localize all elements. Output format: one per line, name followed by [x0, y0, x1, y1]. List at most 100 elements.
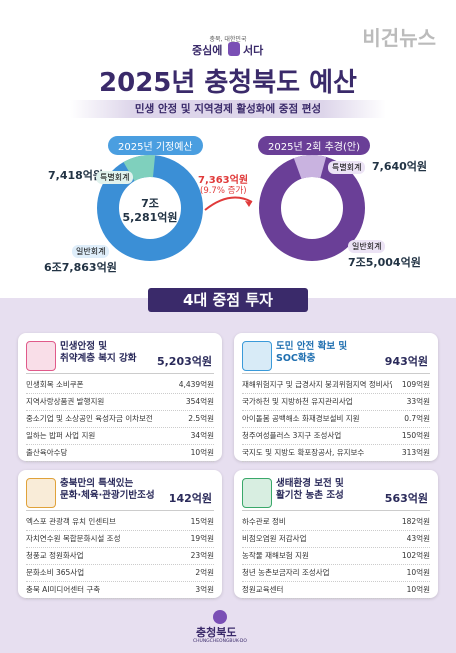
current-label: 2025년 기정예산: [108, 136, 203, 155]
item-amount: 43억원: [406, 534, 430, 543]
logo-small: 충북, 대한민국: [209, 36, 247, 43]
item-name: 청년 농촌보금자리 조성사업: [242, 568, 330, 577]
arrow: [204, 196, 253, 211]
item-amount: 2.5억원: [188, 414, 214, 423]
item-row: 지역사랑상품권 발행지원 354억원: [26, 394, 214, 411]
item-name: 국가하천 및 지방하천 유지관리사업: [242, 397, 353, 406]
box-header: 민생안정 및 취약계층 복지 강화 5,203억원: [26, 339, 214, 374]
item-amount: 0.7억원: [404, 414, 430, 423]
current-special-name: 특별회계: [96, 171, 134, 184]
box-icon: [26, 341, 56, 371]
item-amount: 4,439억원: [178, 380, 214, 389]
item-amount: 33억원: [406, 397, 430, 406]
current-general-amount: 6조7,863억원: [44, 261, 117, 274]
revised-special-amount: 7,640억원: [372, 160, 428, 173]
item-name: 정원교육센터: [242, 585, 284, 594]
item-name: 지역사랑상품권 발행지원: [26, 397, 105, 406]
item-name: 자치연수원 복합문화시설 조성: [26, 534, 121, 543]
revised-general-amount: 7조5,004억원: [348, 256, 421, 269]
box-amount: 5,203억원: [156, 355, 212, 368]
box-header: 충북만의 특색있는 문화·체육·관광기반조성 142억원: [26, 476, 214, 511]
revised-label: 2025년 2회 추경(안): [258, 136, 370, 155]
item-name: 청주여성플러스 3지구 조성사업: [242, 431, 342, 440]
item-row: 농작물 재해보험 지원 102억원: [242, 548, 430, 565]
item-amount: 19억원: [190, 534, 214, 543]
logo-mark: [228, 42, 240, 56]
box-icon: [242, 341, 272, 371]
current-total-1: 7조: [141, 197, 159, 210]
item-name: 일하는 밥퍼 사업 지원: [26, 431, 96, 440]
item-name: 충북 AI미디어센터 구축: [26, 585, 101, 594]
box-title: 충북만의 특색있는 문화·체육·관광기반조성: [60, 478, 155, 501]
footer-mark: [213, 610, 227, 624]
item-amount: 150억원: [401, 431, 430, 440]
item-amount: 15억원: [190, 517, 214, 526]
increase-rate: (9.7% 증가): [200, 186, 247, 196]
item-row: 일하는 밥퍼 사업 지원 34억원: [26, 428, 214, 445]
box-title: 민생안정 및 취약계층 복지 강화: [60, 341, 137, 364]
item-name: 국지도 및 지방도 확포장공사, 유지보수: [242, 448, 365, 457]
investment-box: 충북만의 특색있는 문화·체육·관광기반조성 142억원 엑스포 관광객 유치 인센…: [18, 470, 222, 599]
box-amount: 563억원: [384, 492, 428, 505]
item-amount: 109억원: [401, 380, 430, 389]
current-general-name: 일반회계: [72, 245, 110, 258]
revised-special-name: 특별회계: [328, 161, 366, 174]
item-row: 문화소비 365사업 2억원: [26, 565, 214, 582]
item-row: 민생회복 소비쿠폰 4,439억원: [26, 377, 214, 394]
title: 2025년 충청북도 예산: [99, 68, 357, 98]
watermark: 비건뉴스: [362, 26, 436, 50]
item-amount: 10억원: [190, 448, 214, 457]
item-list: 엑스포 관광객 유치 인센티브 15억원 자치연수원 복합문화시설 조성 19억원 청풍…: [26, 514, 214, 599]
current-total-2: 5,281억원: [122, 211, 178, 224]
revised-general-name: 일반회계: [348, 240, 386, 253]
box-icon: [242, 478, 272, 508]
item-amount: 354억원: [185, 397, 214, 406]
box-amount: 943억원: [384, 355, 428, 368]
revised-total-1: 8조: [303, 197, 321, 210]
box-header: 도민 안전 확보 및 SOC확충 943억원: [242, 339, 430, 374]
logo-right: 서다: [243, 44, 264, 57]
item-amount: 102억원: [401, 551, 430, 560]
subtitle: 민생 안정 및 지역경제 활성화에 중점 편성: [70, 100, 386, 118]
item-amount: 10억원: [406, 585, 430, 594]
box-header: 생태환경 보전 및 활기찬 농촌 조성 563억원: [242, 476, 430, 511]
item-row: 자치연수원 복합문화시설 조성 19억원: [26, 531, 214, 548]
item-row: 출산육아수당 10억원: [26, 445, 214, 462]
item-name: 하수관로 정비: [242, 517, 286, 526]
box-icon: [26, 478, 56, 508]
item-amount: 10억원: [406, 568, 430, 577]
item-row: 청년 농촌보금자리 조성사업 10억원: [242, 565, 430, 582]
revised-total-2: 2,644억원: [284, 211, 340, 224]
item-row: 국지도 및 지방도 확포장공사, 유지보수 313억원: [242, 445, 430, 462]
footer-name: 충청북도: [196, 626, 237, 639]
item-row: 하수관로 정비 182억원: [242, 514, 430, 531]
item-name: 청풍교 정원화사업: [26, 551, 84, 560]
current-special-amount: 7,418억원: [48, 169, 104, 182]
item-amount: 23억원: [190, 551, 214, 560]
item-row: 재해위험지구 및 급경사지 붕괴위험지역 정비사업 109억원: [242, 377, 430, 394]
item-amount: 313억원: [401, 448, 430, 457]
item-name: 농작물 재해보험 지원: [242, 551, 309, 560]
item-amount: 34억원: [190, 431, 214, 440]
item-name: 문화소비 365사업: [26, 568, 85, 577]
item-name: 중소기업 및 소상공인 육성자금 이차보전: [26, 414, 153, 423]
item-name: 민생회복 소비쿠폰: [26, 380, 84, 389]
item-row: 비점오염원 저감사업 43억원: [242, 531, 430, 548]
item-amount: 182억원: [401, 517, 430, 526]
box-title: 생태환경 보전 및 활기찬 농촌 조성: [276, 478, 344, 501]
item-row: 국가하천 및 지방하천 유지관리사업 33억원: [242, 394, 430, 411]
item-name: 출산육아수당: [26, 448, 68, 457]
item-amount: 3억원: [195, 585, 214, 594]
item-row: 청주여성플러스 3지구 조성사업 150억원: [242, 428, 430, 445]
item-name: 재해위험지구 및 급경사지 붕괴위험지역 정비사업: [242, 380, 392, 389]
section-title: 4대 중점 투자: [148, 288, 308, 312]
arrow-head: [245, 201, 252, 207]
special-segment: [259, 155, 365, 261]
item-amount: 2억원: [195, 568, 214, 577]
